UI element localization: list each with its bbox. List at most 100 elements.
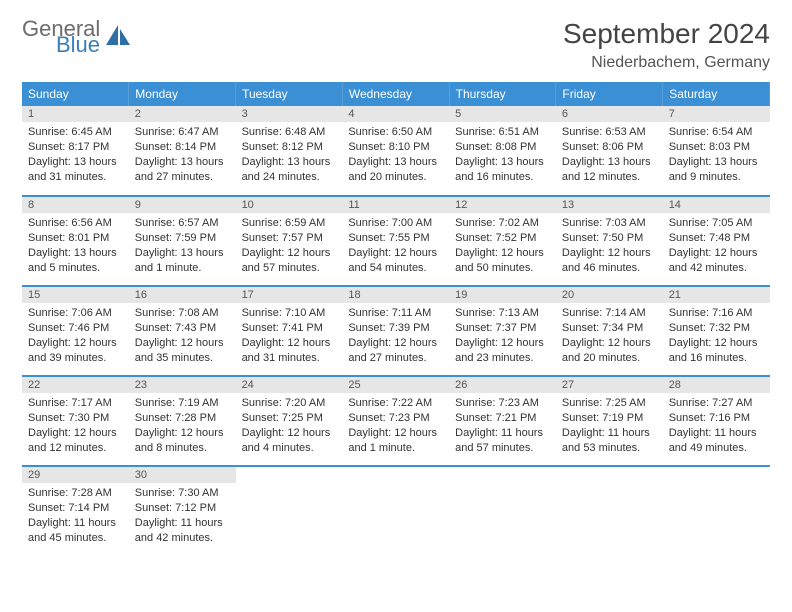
day-cell-18: 18Sunrise: 7:11 AMSunset: 7:39 PMDayligh… — [342, 286, 449, 376]
day-cell-24: 24Sunrise: 7:20 AMSunset: 7:25 PMDayligh… — [236, 376, 343, 466]
day-cell-9: 9Sunrise: 6:57 AMSunset: 7:59 PMDaylight… — [129, 196, 236, 286]
week-row: 15Sunrise: 7:06 AMSunset: 7:46 PMDayligh… — [22, 286, 770, 376]
day-detail: Sunrise: 7:23 AMSunset: 7:21 PMDaylight:… — [449, 393, 556, 461]
day-detail: Sunrise: 6:48 AMSunset: 8:12 PMDaylight:… — [236, 122, 343, 190]
day-detail: Sunrise: 6:51 AMSunset: 8:08 PMDaylight:… — [449, 122, 556, 190]
dow-row: SundayMondayTuesdayWednesdayThursdayFrid… — [22, 82, 770, 106]
day-number: 25 — [342, 377, 449, 393]
day-number: 2 — [129, 106, 236, 122]
day-detail: Sunrise: 6:47 AMSunset: 8:14 PMDaylight:… — [129, 122, 236, 190]
day-cell-16: 16Sunrise: 7:08 AMSunset: 7:43 PMDayligh… — [129, 286, 236, 376]
dow-wednesday: Wednesday — [342, 82, 449, 106]
day-number: 13 — [556, 197, 663, 213]
day-cell-26: 26Sunrise: 7:23 AMSunset: 7:21 PMDayligh… — [449, 376, 556, 466]
brand-word2: Blue — [56, 34, 100, 56]
day-detail: Sunrise: 7:00 AMSunset: 7:55 PMDaylight:… — [342, 213, 449, 281]
day-cell-22: 22Sunrise: 7:17 AMSunset: 7:30 PMDayligh… — [22, 376, 129, 466]
calendar-table: SundayMondayTuesdayWednesdayThursdayFrid… — [22, 82, 770, 556]
month-title: September 2024 — [563, 18, 770, 50]
day-cell-2: 2Sunrise: 6:47 AMSunset: 8:14 PMDaylight… — [129, 106, 236, 196]
day-number: 24 — [236, 377, 343, 393]
title-block: September 2024 Niederbachem, Germany — [563, 18, 770, 72]
day-number: 7 — [663, 106, 770, 122]
day-cell-8: 8Sunrise: 6:56 AMSunset: 8:01 PMDaylight… — [22, 196, 129, 286]
day-detail: Sunrise: 6:45 AMSunset: 8:17 PMDaylight:… — [22, 122, 129, 190]
day-detail: Sunrise: 6:57 AMSunset: 7:59 PMDaylight:… — [129, 213, 236, 281]
day-cell-6: 6Sunrise: 6:53 AMSunset: 8:06 PMDaylight… — [556, 106, 663, 196]
empty-cell — [342, 466, 449, 556]
day-number: 22 — [22, 377, 129, 393]
day-detail: Sunrise: 7:06 AMSunset: 7:46 PMDaylight:… — [22, 303, 129, 371]
day-number: 28 — [663, 377, 770, 393]
day-cell-30: 30Sunrise: 7:30 AMSunset: 7:12 PMDayligh… — [129, 466, 236, 556]
day-detail: Sunrise: 6:54 AMSunset: 8:03 PMDaylight:… — [663, 122, 770, 190]
day-cell-21: 21Sunrise: 7:16 AMSunset: 7:32 PMDayligh… — [663, 286, 770, 376]
empty-cell — [556, 466, 663, 556]
dow-friday: Friday — [556, 82, 663, 106]
day-detail: Sunrise: 7:20 AMSunset: 7:25 PMDaylight:… — [236, 393, 343, 461]
day-detail: Sunrise: 6:53 AMSunset: 8:06 PMDaylight:… — [556, 122, 663, 190]
day-cell-29: 29Sunrise: 7:28 AMSunset: 7:14 PMDayligh… — [22, 466, 129, 556]
day-cell-7: 7Sunrise: 6:54 AMSunset: 8:03 PMDaylight… — [663, 106, 770, 196]
day-number: 12 — [449, 197, 556, 213]
day-number: 10 — [236, 197, 343, 213]
day-detail: Sunrise: 7:30 AMSunset: 7:12 PMDaylight:… — [129, 483, 236, 551]
day-detail: Sunrise: 7:19 AMSunset: 7:28 PMDaylight:… — [129, 393, 236, 461]
day-number: 11 — [342, 197, 449, 213]
day-number: 6 — [556, 106, 663, 122]
day-cell-23: 23Sunrise: 7:19 AMSunset: 7:28 PMDayligh… — [129, 376, 236, 466]
day-cell-25: 25Sunrise: 7:22 AMSunset: 7:23 PMDayligh… — [342, 376, 449, 466]
week-row: 1Sunrise: 6:45 AMSunset: 8:17 PMDaylight… — [22, 106, 770, 196]
day-number: 14 — [663, 197, 770, 213]
day-number: 15 — [22, 287, 129, 303]
empty-cell — [236, 466, 343, 556]
empty-cell — [663, 466, 770, 556]
day-cell-4: 4Sunrise: 6:50 AMSunset: 8:10 PMDaylight… — [342, 106, 449, 196]
day-number: 1 — [22, 106, 129, 122]
day-number: 23 — [129, 377, 236, 393]
day-cell-11: 11Sunrise: 7:00 AMSunset: 7:55 PMDayligh… — [342, 196, 449, 286]
day-cell-19: 19Sunrise: 7:13 AMSunset: 7:37 PMDayligh… — [449, 286, 556, 376]
day-number: 20 — [556, 287, 663, 303]
day-cell-17: 17Sunrise: 7:10 AMSunset: 7:41 PMDayligh… — [236, 286, 343, 376]
dow-tuesday: Tuesday — [236, 82, 343, 106]
day-cell-14: 14Sunrise: 7:05 AMSunset: 7:48 PMDayligh… — [663, 196, 770, 286]
day-number: 30 — [129, 467, 236, 483]
day-number: 17 — [236, 287, 343, 303]
day-number: 8 — [22, 197, 129, 213]
day-number: 9 — [129, 197, 236, 213]
dow-saturday: Saturday — [663, 82, 770, 106]
day-detail: Sunrise: 7:27 AMSunset: 7:16 PMDaylight:… — [663, 393, 770, 461]
calendar-body: 1Sunrise: 6:45 AMSunset: 8:17 PMDaylight… — [22, 106, 770, 556]
day-number: 5 — [449, 106, 556, 122]
week-row: 22Sunrise: 7:17 AMSunset: 7:30 PMDayligh… — [22, 376, 770, 466]
day-detail: Sunrise: 7:16 AMSunset: 7:32 PMDaylight:… — [663, 303, 770, 371]
dow-thursday: Thursday — [449, 82, 556, 106]
brand-logo: General Blue — [22, 18, 132, 56]
week-row: 8Sunrise: 6:56 AMSunset: 8:01 PMDaylight… — [22, 196, 770, 286]
day-detail: Sunrise: 6:59 AMSunset: 7:57 PMDaylight:… — [236, 213, 343, 281]
day-cell-20: 20Sunrise: 7:14 AMSunset: 7:34 PMDayligh… — [556, 286, 663, 376]
day-number: 18 — [342, 287, 449, 303]
day-cell-3: 3Sunrise: 6:48 AMSunset: 8:12 PMDaylight… — [236, 106, 343, 196]
day-detail: Sunrise: 7:10 AMSunset: 7:41 PMDaylight:… — [236, 303, 343, 371]
day-number: 29 — [22, 467, 129, 483]
header: General Blue September 2024 Niederbachem… — [22, 18, 770, 72]
day-detail: Sunrise: 7:02 AMSunset: 7:52 PMDaylight:… — [449, 213, 556, 281]
day-detail: Sunrise: 7:22 AMSunset: 7:23 PMDaylight:… — [342, 393, 449, 461]
day-cell-13: 13Sunrise: 7:03 AMSunset: 7:50 PMDayligh… — [556, 196, 663, 286]
day-detail: Sunrise: 7:08 AMSunset: 7:43 PMDaylight:… — [129, 303, 236, 371]
day-number: 19 — [449, 287, 556, 303]
day-number: 26 — [449, 377, 556, 393]
day-detail: Sunrise: 7:13 AMSunset: 7:37 PMDaylight:… — [449, 303, 556, 371]
dow-monday: Monday — [129, 82, 236, 106]
day-detail: Sunrise: 6:50 AMSunset: 8:10 PMDaylight:… — [342, 122, 449, 190]
day-number: 3 — [236, 106, 343, 122]
day-number: 4 — [342, 106, 449, 122]
day-detail: Sunrise: 6:56 AMSunset: 8:01 PMDaylight:… — [22, 213, 129, 281]
sail-icon — [104, 23, 132, 52]
location: Niederbachem, Germany — [563, 54, 770, 72]
day-cell-28: 28Sunrise: 7:27 AMSunset: 7:16 PMDayligh… — [663, 376, 770, 466]
day-cell-1: 1Sunrise: 6:45 AMSunset: 8:17 PMDaylight… — [22, 106, 129, 196]
day-number: 27 — [556, 377, 663, 393]
